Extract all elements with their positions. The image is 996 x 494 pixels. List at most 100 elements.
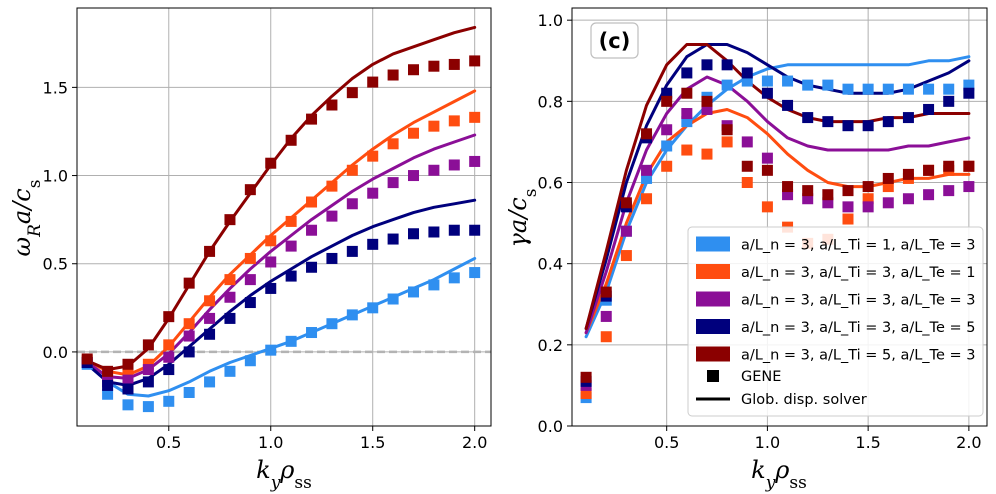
legend-label-2: a/L_n = 3, a/L_Ti = 3, a/L_Te = 1 [741,265,975,281]
left-gene-marker-1 [183,386,195,398]
legend-swatch-5 [696,346,730,362]
left-gene-marker-3 [367,187,379,199]
legend-solver-label: Glob. disp. solver [741,392,867,408]
right-gene-marker-4 [802,112,814,124]
right-gene-marker-4 [842,120,854,132]
left-gene-marker-5 [122,358,134,370]
left-gene-marker-1 [469,267,481,279]
right-gene-marker-5 [761,164,773,176]
right-gene-marker-4 [943,95,955,107]
left-gene-marker-4 [163,364,175,376]
right-gene-marker-1 [761,75,773,87]
left-gene-marker-1 [142,401,154,413]
right-gene-marker-4 [782,99,794,111]
right-gene-marker-3 [882,197,894,209]
legend-swatch-1 [696,236,730,252]
right-gene-marker-3 [681,108,693,120]
left-axes-frame [76,7,492,427]
left-y-tick-label: 0.5 [43,255,68,274]
left-gene-marker-4 [408,228,420,240]
right-gene-marker-3 [620,225,632,237]
right-gene-marker-5 [721,124,733,136]
right-solver-line-3 [584,75,971,335]
right-gene-marker-3 [600,310,612,322]
right-gene-marker-1 [721,79,733,91]
right-gene-marker-5 [701,95,713,107]
left-gene-marker-1 [428,279,440,291]
right-gene-marker-4 [862,120,874,132]
right-gene-marker-4 [721,59,733,71]
left-gene-marker-1 [122,399,134,411]
right-y-tick-label: 1.0 [538,11,563,30]
left-ticks: 0.5 1.0 1.5 2.0 0.0 0.5 1.0 1.5 [43,78,488,452]
left-x-tick-label: 2.0 [462,433,487,452]
right-gene-marker-5 [661,95,673,107]
left-gene-marker-1 [306,327,318,339]
right-y-tick-label: 0.2 [538,336,563,355]
left-y-tick-label: 0.0 [43,343,68,362]
left-gene-marker-5 [183,277,195,289]
left-gene-marker-5 [326,99,338,111]
left-gene-marker-3 [448,159,460,171]
left-gene-marker-2 [428,120,440,132]
panel-label: (c) [599,29,631,53]
right-gene-marker-5 [741,160,753,172]
right-axes-frame [571,7,988,427]
right-gene-marker-5 [802,185,814,197]
right-gene-marker-1 [902,83,914,95]
left-gene-marker-3 [244,274,256,286]
left-gene-marker-1 [204,376,216,388]
right-gene-marker-1 [822,79,834,91]
left-x-tick-label: 1.5 [360,433,385,452]
left-gene-marker-4 [469,224,481,236]
right-gene-marker-1 [923,83,935,95]
left-gene-marker-5 [428,60,440,72]
left-solver-line-1 [85,256,477,398]
right-gene-marker-1 [741,75,753,87]
right-gene-marker-1 [842,83,854,95]
left-gene-marker-3 [408,170,420,182]
legend-swatch-4 [696,319,730,334]
legend-label-3: a/L_n = 3, a/L_Ti = 3, a/L_Te = 3 [741,293,975,309]
right-gene-marker-4 [882,116,894,128]
gamma-panel: 0.5 1.0 1.5 2.0 0.0 0.2 0.4 0.6 0.8 1.0 (c) a/L_n… [504,7,988,493]
left-gene-marker-1 [448,272,460,284]
right-gene-marker-1 [943,83,955,95]
right-gene-marker-5 [963,160,975,172]
left-solver-line-5 [85,25,477,372]
left-x-tick-label: 0.5 [156,433,181,452]
right-gene-marker-1 [641,172,653,184]
left-gene-marker-2 [306,196,318,208]
left-gene-marker-4 [102,379,114,391]
left-gene-marker-2 [448,115,460,127]
left-gene-marker-5 [244,184,256,196]
left-gene-marker-2 [163,339,175,351]
right-y-tick-label: 0.6 [538,174,563,193]
left-gene-marker-2 [326,180,338,192]
right-gene-marker-1 [681,116,693,128]
left-gene-marker-5 [469,55,481,67]
legend-label-5: a/L_n = 3, a/L_Ti = 5, a/L_Te = 3 [741,348,975,364]
left-gene-marker-3 [469,155,481,167]
right-gene-marker-1 [802,79,814,91]
right-gene-marker-2 [620,250,632,262]
legend-label-1: a/L_n = 3, a/L_Ti = 1, a/L_Te = 3 [741,238,975,254]
left-x-tick-label: 1.0 [258,433,283,452]
left-solver-line-4 [85,198,477,387]
left-series-markers [81,55,481,413]
left-gene-marker-4 [244,297,256,309]
left-gene-marker-5 [306,113,318,125]
right-gene-marker-4 [681,67,693,79]
left-gene-marker-1 [387,293,399,305]
left-x-axis-title: kyρss [256,456,312,493]
left-y-tick-label: 1.0 [43,167,68,186]
right-gene-marker-3 [741,136,753,148]
right-gene-marker-1 [963,79,975,91]
right-gene-marker-2 [600,331,612,343]
right-gene-marker-2 [580,388,592,400]
right-gene-marker-3 [802,193,814,205]
legend-swatch-2 [696,264,730,279]
right-gene-marker-3 [641,164,653,176]
left-gene-marker-5 [224,214,236,226]
